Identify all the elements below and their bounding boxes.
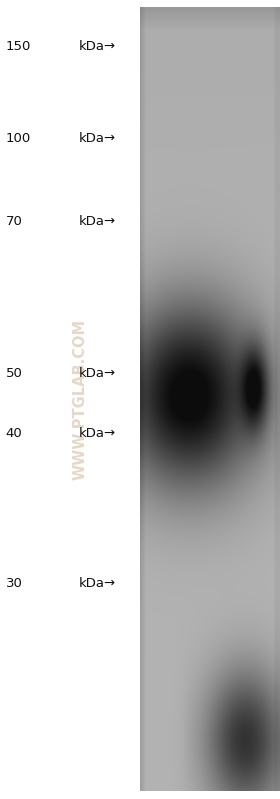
Text: kDa→: kDa→ [78,427,116,440]
Text: kDa→: kDa→ [78,368,116,380]
Text: 150: 150 [6,40,31,53]
Text: kDa→: kDa→ [78,577,116,590]
Text: kDa→: kDa→ [78,132,116,145]
Text: 70: 70 [6,215,22,228]
Text: WWW.PTGLAB.COM: WWW.PTGLAB.COM [72,319,87,480]
Text: 50: 50 [6,368,22,380]
Text: 30: 30 [6,577,22,590]
Text: 40: 40 [6,427,22,440]
Text: kDa→: kDa→ [78,40,116,53]
Text: kDa→: kDa→ [78,215,116,228]
Text: 100: 100 [6,132,31,145]
